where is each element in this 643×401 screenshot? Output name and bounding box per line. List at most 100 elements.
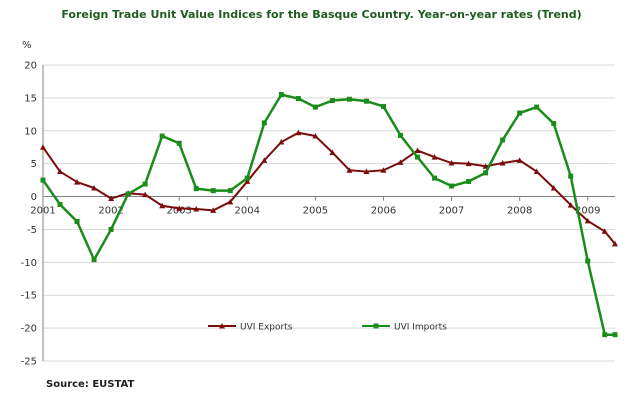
data-point [516, 157, 523, 163]
data-point [40, 144, 46, 150]
data-point [533, 168, 540, 175]
y-tick-label: 0 [31, 192, 37, 203]
chart-title: Foreign Trade Unit Value Indices for the… [61, 8, 582, 21]
data-point [397, 159, 404, 165]
data-point [448, 160, 455, 166]
data-point [108, 195, 115, 202]
y-tick-labels: -25 -20 -15 -10 -5 0 5 10 15 20 [21, 61, 37, 368]
data-point [380, 103, 386, 109]
data-point [483, 170, 489, 176]
data-point [449, 183, 455, 189]
y-tick-label: -20 [21, 324, 37, 335]
data-point [550, 185, 557, 191]
x-tick-label: 2006 [371, 206, 396, 217]
x-tick-label: 2002 [98, 206, 123, 217]
data-point [159, 133, 165, 139]
data-point [295, 129, 302, 136]
data-point [363, 168, 370, 175]
y-tick-label: 15 [24, 93, 37, 104]
legend-label: UVI Exports [240, 323, 293, 333]
data-point [602, 332, 608, 338]
data-point [159, 202, 166, 209]
source-note: Source: EUSTAT [46, 379, 135, 390]
data-point [312, 133, 319, 139]
data-point [612, 240, 618, 247]
data-point [40, 177, 46, 183]
x-tick-label: 2004 [235, 206, 260, 217]
x-tick-label: 2007 [439, 206, 464, 217]
data-point [261, 157, 268, 163]
data-point [227, 198, 234, 205]
x-tick-labels: 2001 2002 2003 2004 2005 2006 2007 2008 2009 [30, 206, 600, 217]
data-point [57, 201, 63, 207]
data-point [142, 191, 149, 198]
data-point [329, 98, 335, 104]
data-point [176, 140, 182, 146]
x-tick-label: 2008 [507, 206, 532, 217]
data-point [584, 217, 591, 224]
data-point [329, 149, 336, 155]
data-point [108, 226, 114, 232]
data-point [551, 121, 557, 127]
y-tick-label: -25 [21, 357, 37, 368]
data-point [295, 96, 301, 102]
data-point [278, 138, 285, 145]
legend-marker [219, 323, 225, 329]
data-point [499, 160, 506, 166]
x-tick-label: 2003 [166, 206, 191, 217]
axes [42, 65, 615, 361]
data-point [601, 228, 608, 234]
series-line-uvi-exports [42, 131, 616, 245]
data-point [346, 96, 352, 102]
data-point [261, 120, 267, 126]
data-point [363, 98, 369, 104]
data-point [193, 186, 199, 192]
x-tick-label: 2005 [303, 206, 328, 217]
data-point [517, 110, 523, 116]
data-point [398, 132, 403, 138]
data-point [125, 191, 131, 197]
data-point [585, 258, 591, 264]
data-point [278, 92, 284, 98]
data-point [534, 104, 540, 110]
series-layer [40, 92, 618, 338]
data-point [380, 167, 387, 173]
legend-label: UVI Imports [394, 323, 447, 333]
data-point [414, 147, 421, 154]
data-point [210, 188, 216, 194]
data-point [568, 173, 574, 179]
y-tick-label: -5 [27, 225, 37, 236]
y-tick-label: 20 [24, 61, 37, 72]
data-point [57, 168, 64, 175]
y-tick-label: -15 [21, 291, 37, 302]
data-point [415, 154, 421, 160]
legend: UVI Exports UVI Imports [208, 323, 447, 333]
data-point [74, 179, 81, 185]
y-tick-label: 10 [24, 126, 37, 137]
data-point [227, 188, 233, 194]
data-point [176, 205, 183, 211]
data-point [432, 175, 438, 181]
data-point [74, 219, 80, 225]
data-point [91, 257, 97, 263]
x-tick-label: 2001 [30, 206, 55, 217]
y-tick-label: 5 [31, 159, 37, 170]
x-tick-label: 2009 [575, 206, 600, 217]
data-point [142, 181, 148, 187]
data-point [465, 160, 472, 167]
data-point [346, 167, 353, 173]
legend-marker [373, 323, 379, 329]
data-point [91, 185, 98, 191]
gridlines [43, 64, 615, 362]
y-axis-unit-label: % [22, 40, 32, 51]
y-tick-label: -10 [21, 258, 37, 269]
data-point [612, 332, 618, 338]
data-point [567, 202, 574, 208]
data-point [466, 178, 472, 184]
data-point [431, 154, 438, 160]
data-point [244, 178, 251, 184]
data-point [312, 104, 318, 110]
data-point [500, 137, 506, 143]
data-point [193, 206, 200, 212]
